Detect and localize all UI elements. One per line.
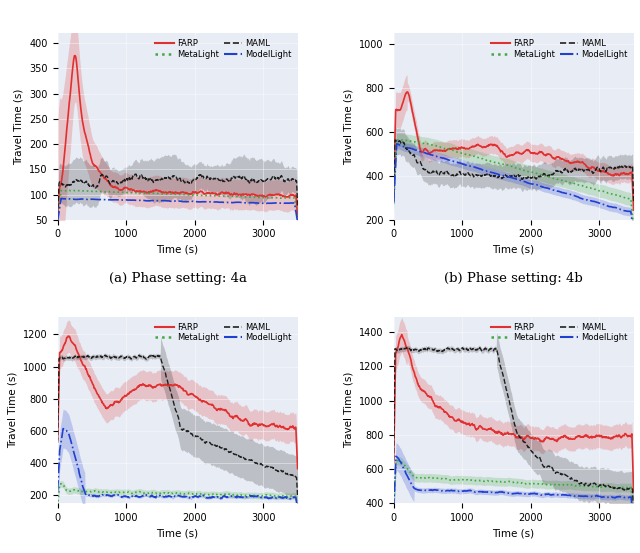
Text: (b) Phase setting: 4b: (b) Phase setting: 4b bbox=[444, 272, 583, 285]
Y-axis label: Travel Time (s): Travel Time (s) bbox=[344, 88, 354, 165]
X-axis label: Time (s): Time (s) bbox=[157, 529, 198, 539]
Text: (a) Phase setting: 4a: (a) Phase setting: 4a bbox=[109, 272, 246, 285]
X-axis label: Time (s): Time (s) bbox=[493, 245, 534, 255]
Legend: FARP, MetaLight, MAML, ModelLight: FARP, MetaLight, MAML, ModelLight bbox=[154, 321, 293, 344]
Y-axis label: Travel Time (s): Travel Time (s) bbox=[13, 88, 24, 165]
X-axis label: Time (s): Time (s) bbox=[493, 529, 534, 539]
Legend: FARP, MetaLight, MAML, ModelLight: FARP, MetaLight, MAML, ModelLight bbox=[490, 38, 629, 60]
X-axis label: Time (s): Time (s) bbox=[157, 245, 198, 255]
Legend: FARP, MetaLight, MAML, ModelLight: FARP, MetaLight, MAML, ModelLight bbox=[154, 38, 293, 60]
Y-axis label: Travel Time (s): Travel Time (s) bbox=[8, 372, 18, 448]
Legend: FARP, MetaLight, MAML, ModelLight: FARP, MetaLight, MAML, ModelLight bbox=[490, 321, 629, 344]
Y-axis label: Travel Time (s): Travel Time (s) bbox=[344, 372, 354, 448]
